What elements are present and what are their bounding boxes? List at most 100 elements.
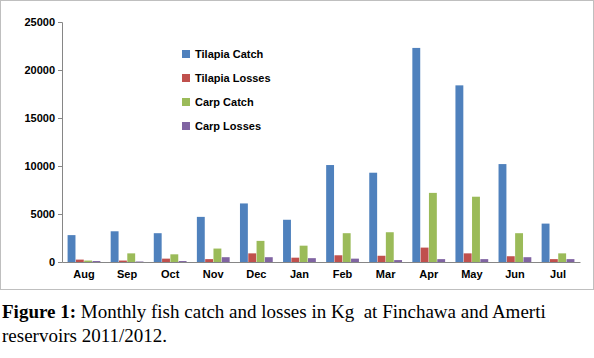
x-tick: Sep <box>117 262 137 280</box>
legend-item: Tilapia Losses <box>182 72 271 84</box>
legend-swatch <box>182 50 190 58</box>
bar <box>351 259 359 262</box>
bar <box>455 85 463 262</box>
x-tick: Jun <box>505 262 525 280</box>
bar <box>523 257 531 262</box>
y-tick-label: 25000 <box>24 16 55 28</box>
legend-item: Carp Catch <box>182 96 254 108</box>
bar <box>197 217 205 262</box>
chart: 0500010000150002000025000AugSepOctNovDec… <box>0 0 594 358</box>
bar <box>421 248 429 262</box>
chart-frame <box>1 1 594 290</box>
bar <box>248 253 256 262</box>
legend-label: Carp Catch <box>195 96 254 108</box>
caption: Figure 1: Monthly fish catch and losses … <box>2 301 550 346</box>
legend-swatch <box>182 98 190 106</box>
y-tick-label: 10000 <box>24 160 55 172</box>
series <box>68 48 550 262</box>
x-tick-label: Nov <box>203 268 225 280</box>
x-tick: Nov <box>203 262 225 280</box>
bar <box>515 233 523 262</box>
y-tick-mark <box>58 22 62 23</box>
bar <box>300 246 308 262</box>
x-tick-label: Jan <box>290 268 309 280</box>
y-tick-label: 15000 <box>24 112 55 124</box>
series <box>84 193 566 262</box>
bar <box>222 257 230 262</box>
x-tick-label: Dec <box>246 268 266 280</box>
x-tick: Apr <box>419 262 439 280</box>
bar <box>429 193 437 262</box>
bar <box>308 258 316 262</box>
bar <box>119 261 127 262</box>
y-tick-mark <box>58 70 62 71</box>
x-tick-label: Apr <box>419 268 439 280</box>
bar <box>154 233 162 262</box>
y-tick-mark <box>58 262 62 263</box>
bar <box>111 231 119 262</box>
y-tick-mark <box>58 166 62 167</box>
bar <box>499 164 507 262</box>
x-tick: Feb <box>333 262 353 280</box>
x-tick-label: Feb <box>333 268 353 280</box>
y-tick-mark <box>58 118 62 119</box>
bar <box>343 233 351 262</box>
bar <box>480 259 488 262</box>
y-tick: 5000 <box>31 208 62 220</box>
x-tick-label: Sep <box>117 268 137 280</box>
bar <box>162 259 170 262</box>
legend-swatch <box>182 74 190 82</box>
bar <box>464 253 472 262</box>
series <box>92 257 574 262</box>
bar <box>68 235 76 262</box>
bar <box>76 260 84 262</box>
bar <box>205 259 213 262</box>
bar <box>378 256 386 262</box>
y-tick: 10000 <box>24 160 62 172</box>
y-tick-mark <box>58 214 62 215</box>
y-axis-line <box>58 23 63 263</box>
bar <box>386 232 394 262</box>
bar <box>394 260 402 262</box>
bar <box>558 253 566 262</box>
y-axis: 0500010000150002000025000 <box>24 16 62 268</box>
x-tick-label: Mar <box>376 268 396 280</box>
x-axis-line <box>63 262 581 263</box>
y-tick-label: 0 <box>49 256 55 268</box>
legend-swatch <box>182 122 190 130</box>
bar <box>472 197 480 262</box>
x-tick-label: Aug <box>73 268 94 280</box>
x-tick-label: Jun <box>505 268 525 280</box>
bar <box>136 261 144 262</box>
bar <box>507 256 515 262</box>
x-tick: May <box>461 262 483 280</box>
y-tick: 25000 <box>24 16 62 28</box>
y-tick: 15000 <box>24 112 62 124</box>
bar <box>283 220 291 262</box>
x-tick-label: May <box>461 268 483 280</box>
legend-label: Tilapia Losses <box>195 72 271 84</box>
bar <box>127 253 135 262</box>
bar <box>437 259 445 262</box>
bar <box>334 255 342 262</box>
bar <box>92 261 100 262</box>
bars <box>68 48 575 262</box>
y-tick-label: 5000 <box>31 208 55 220</box>
legend-item: Carp Losses <box>182 120 261 132</box>
bar <box>369 173 377 262</box>
bar <box>170 254 178 262</box>
legend-item: Tilapia Catch <box>182 48 264 60</box>
x-tick-label: Jul <box>550 268 566 280</box>
x-tick: Dec <box>246 262 266 280</box>
series <box>76 248 558 262</box>
bar <box>265 257 273 262</box>
x-tick: Aug <box>73 262 94 280</box>
bar <box>326 165 334 262</box>
plot: 0500010000150002000025000AugSepOctNovDec… <box>24 16 580 280</box>
x-axis: Aug Sep Oct Nov Dec Jan Feb Mar Apr May Jun Jul <box>63 262 581 280</box>
bar <box>240 203 248 262</box>
x-tick-label: Oct <box>161 268 180 280</box>
bar <box>567 259 575 262</box>
legend-label: Carp Losses <box>195 120 261 132</box>
x-tick: Mar <box>376 262 396 280</box>
